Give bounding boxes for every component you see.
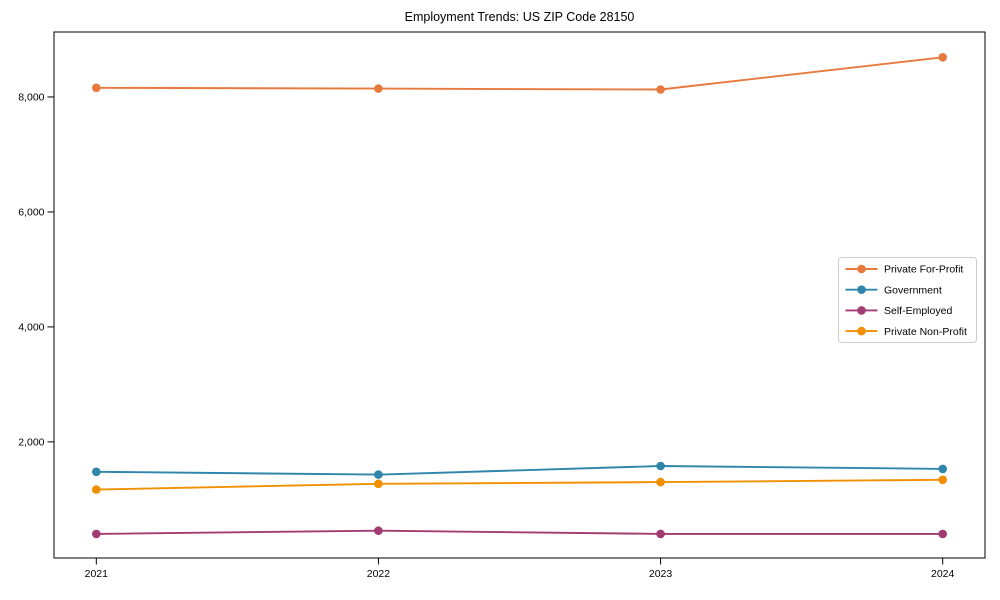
legend-entry-label: Private Non-Profit	[884, 326, 967, 338]
legend-entry-private-for-profit: Private For-Profit	[845, 264, 963, 276]
x-tick-label: 2023	[649, 568, 673, 580]
series-line-government	[96, 465, 943, 476]
data-point-private-non-profit-2022	[374, 479, 383, 489]
legend-entry-label: Government	[884, 284, 942, 296]
legend-marker	[857, 285, 866, 295]
data-point-government-2021	[92, 467, 101, 477]
y-tick-label: 6,000	[18, 207, 44, 219]
series-line-private-for-profit	[96, 56, 943, 91]
data-point-private-for-profit-2023	[656, 85, 665, 94]
data-point-government-2022	[374, 470, 383, 479]
plot-border	[53, 31, 986, 559]
y-tick-label: 2,000	[18, 437, 44, 449]
legend-entry-private-non-profit: Private Non-Profit	[845, 326, 967, 338]
legend-entry-label: Self-Employed	[884, 305, 952, 317]
legend-entry-government: Government	[845, 284, 942, 296]
data-point-government-2023	[656, 461, 665, 471]
legend-entry-label: Private For-Profit	[884, 264, 963, 276]
data-point-private-for-profit-2021	[92, 83, 101, 93]
y-tick-label: 8,000	[18, 92, 44, 104]
data-point-private-for-profit-2022	[374, 84, 383, 93]
series-line-private-non-profit	[96, 478, 943, 491]
data-point-self-employed-2021	[92, 529, 101, 539]
legend-marker	[857, 326, 866, 336]
data-point-self-employed-2023	[656, 529, 665, 539]
x-tick-label: 2024	[931, 568, 955, 580]
data-point-government-2024	[938, 464, 947, 474]
series-line-self-employed	[96, 529, 943, 535]
legend-marker	[857, 306, 866, 315]
data-point-private-for-profit-2024	[938, 53, 947, 62]
data-point-self-employed-2022	[374, 526, 383, 535]
chart-title: Employment Trends: US ZIP Code 28150	[404, 10, 635, 24]
legend-box	[838, 257, 977, 343]
x-tick-label: 2022	[367, 568, 391, 580]
legend-marker	[857, 264, 866, 274]
legend-entry-self-employed: Self-Employed	[845, 305, 952, 317]
data-point-private-non-profit-2021	[92, 485, 101, 494]
data-point-self-employed-2024	[938, 529, 947, 539]
data-point-private-non-profit-2023	[656, 477, 665, 487]
legend: Private For-Profit Government Self-Employe…	[838, 257, 977, 343]
x-tick-label: 2021	[85, 568, 109, 580]
data-point-private-non-profit-2024	[938, 475, 947, 485]
y-tick-label: 4,000	[18, 322, 44, 334]
